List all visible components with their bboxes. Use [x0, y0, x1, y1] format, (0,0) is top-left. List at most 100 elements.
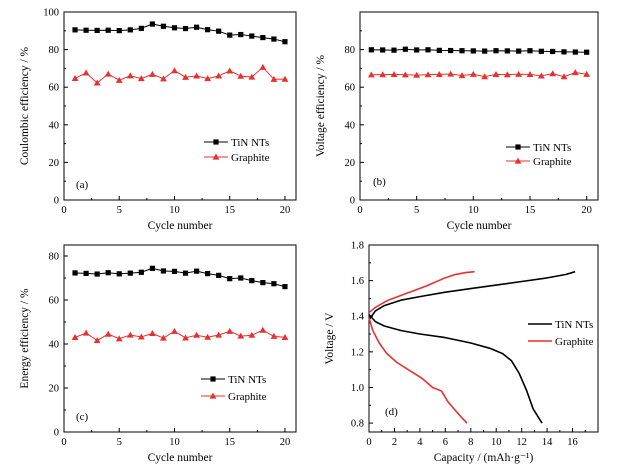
x-tick-label: 20: [280, 437, 291, 448]
legend-label: Graphite: [533, 156, 572, 168]
y-tick-label: 80: [345, 45, 356, 56]
y-tick-label: 1.0: [351, 383, 364, 394]
data-point: [193, 268, 200, 274]
y-tick-label: 0: [54, 196, 59, 207]
data-point: [271, 36, 277, 42]
series-tin-nts: [72, 265, 288, 290]
data-point: [538, 48, 544, 54]
data-point: [215, 331, 223, 338]
y-tick-label: 1.4: [351, 312, 365, 323]
data-point: [281, 75, 289, 82]
data-point: [503, 71, 511, 78]
legend-label: TiN NTs: [228, 374, 266, 386]
data-point: [402, 46, 408, 52]
data-point: [216, 272, 222, 278]
panel-tag: (b): [373, 176, 386, 188]
data-point: [583, 70, 591, 77]
legend-label: Graphite: [555, 336, 594, 348]
data-point: [237, 332, 245, 339]
data-point: [215, 72, 223, 79]
data-point: [137, 333, 145, 340]
data-point: [537, 72, 545, 79]
panel-tag: (d): [385, 406, 398, 418]
y-tick-label: 40: [345, 120, 356, 131]
x-tick-label: 10: [169, 437, 180, 448]
data-point: [424, 71, 432, 78]
data-point: [94, 271, 100, 277]
data-point: [182, 334, 189, 341]
data-point: [368, 47, 374, 53]
data-point: [116, 28, 122, 34]
y-tick-label: 0.8: [351, 419, 364, 430]
data-point: [171, 327, 178, 334]
data-point: [259, 63, 267, 70]
x-tick-label: 10: [491, 437, 502, 448]
data-point: [160, 334, 167, 341]
legend-marker: [210, 376, 216, 382]
data-point: [571, 69, 579, 76]
data-point: [160, 268, 167, 274]
x-tick-label: 14: [542, 437, 553, 448]
x-tick-label: 0: [61, 205, 66, 216]
x-axis-title: Capacity / (mAh·g⁻¹): [434, 452, 534, 464]
data-point: [127, 27, 133, 33]
series-line: [75, 23, 286, 43]
data-point: [469, 70, 477, 77]
legend-item: Graphite: [204, 152, 270, 164]
data-point: [148, 70, 156, 77]
y-tick-label: 1.6: [351, 276, 364, 287]
data-point: [82, 329, 90, 336]
panel-a: 0 5 10 15 20 0 20 40 60 80 100 Cycle number Coulombi…: [19, 8, 297, 232]
legend-marker: [209, 392, 217, 399]
y-tick-label: 20: [345, 158, 356, 169]
panel-b: 0 5 10 15 20 0 20 40 60 80 Cycle number Voltage eff…: [315, 11, 599, 232]
data-point: [259, 326, 267, 333]
data-point: [115, 76, 123, 83]
series-curve: [368, 270, 475, 314]
data-point: [126, 72, 134, 79]
data-point: [149, 21, 155, 27]
data-point: [470, 48, 476, 54]
data-point: [282, 39, 288, 45]
data-point: [127, 270, 133, 276]
data-point: [572, 49, 578, 55]
data-point: [193, 72, 200, 79]
data-point: [526, 71, 534, 78]
data-point: [115, 335, 123, 342]
data-point: [459, 48, 465, 54]
data-point: [282, 283, 288, 290]
series-graphite: [71, 326, 289, 344]
data-point: [550, 48, 556, 55]
data-point: [171, 67, 178, 74]
x-tick-label: 5: [414, 205, 419, 216]
data-point: [379, 71, 387, 78]
data-point: [93, 79, 101, 86]
x-tick-label: 10: [468, 205, 479, 216]
legend-item: Graphite: [506, 156, 572, 168]
data-point: [527, 48, 533, 54]
series-graphite: [71, 63, 289, 86]
panel-tag: (c): [76, 411, 89, 423]
x-tick-label: 2: [392, 437, 397, 448]
data-point: [182, 270, 189, 276]
data-point: [414, 47, 420, 53]
y-tick-label: 0: [350, 196, 355, 207]
data-point: [93, 337, 101, 344]
data-point: [160, 75, 167, 82]
data-point: [72, 270, 78, 276]
legend-item: TiN NTs: [204, 137, 269, 149]
series-tin-nts: [72, 21, 288, 45]
series-graphite: [368, 270, 475, 424]
legend-label: TiN NTs: [555, 319, 593, 331]
x-tick-label: 8: [468, 437, 473, 448]
legend-label: Graphite: [228, 391, 267, 403]
data-point: [116, 271, 122, 277]
data-point: [82, 69, 90, 76]
y-tick-label: 60: [49, 83, 60, 94]
data-point: [249, 278, 255, 284]
panel-tag: (a): [76, 179, 89, 191]
legend-item: TiN NTs: [506, 142, 571, 154]
data-point: [227, 276, 233, 282]
x-tick-label: 12: [516, 437, 527, 448]
